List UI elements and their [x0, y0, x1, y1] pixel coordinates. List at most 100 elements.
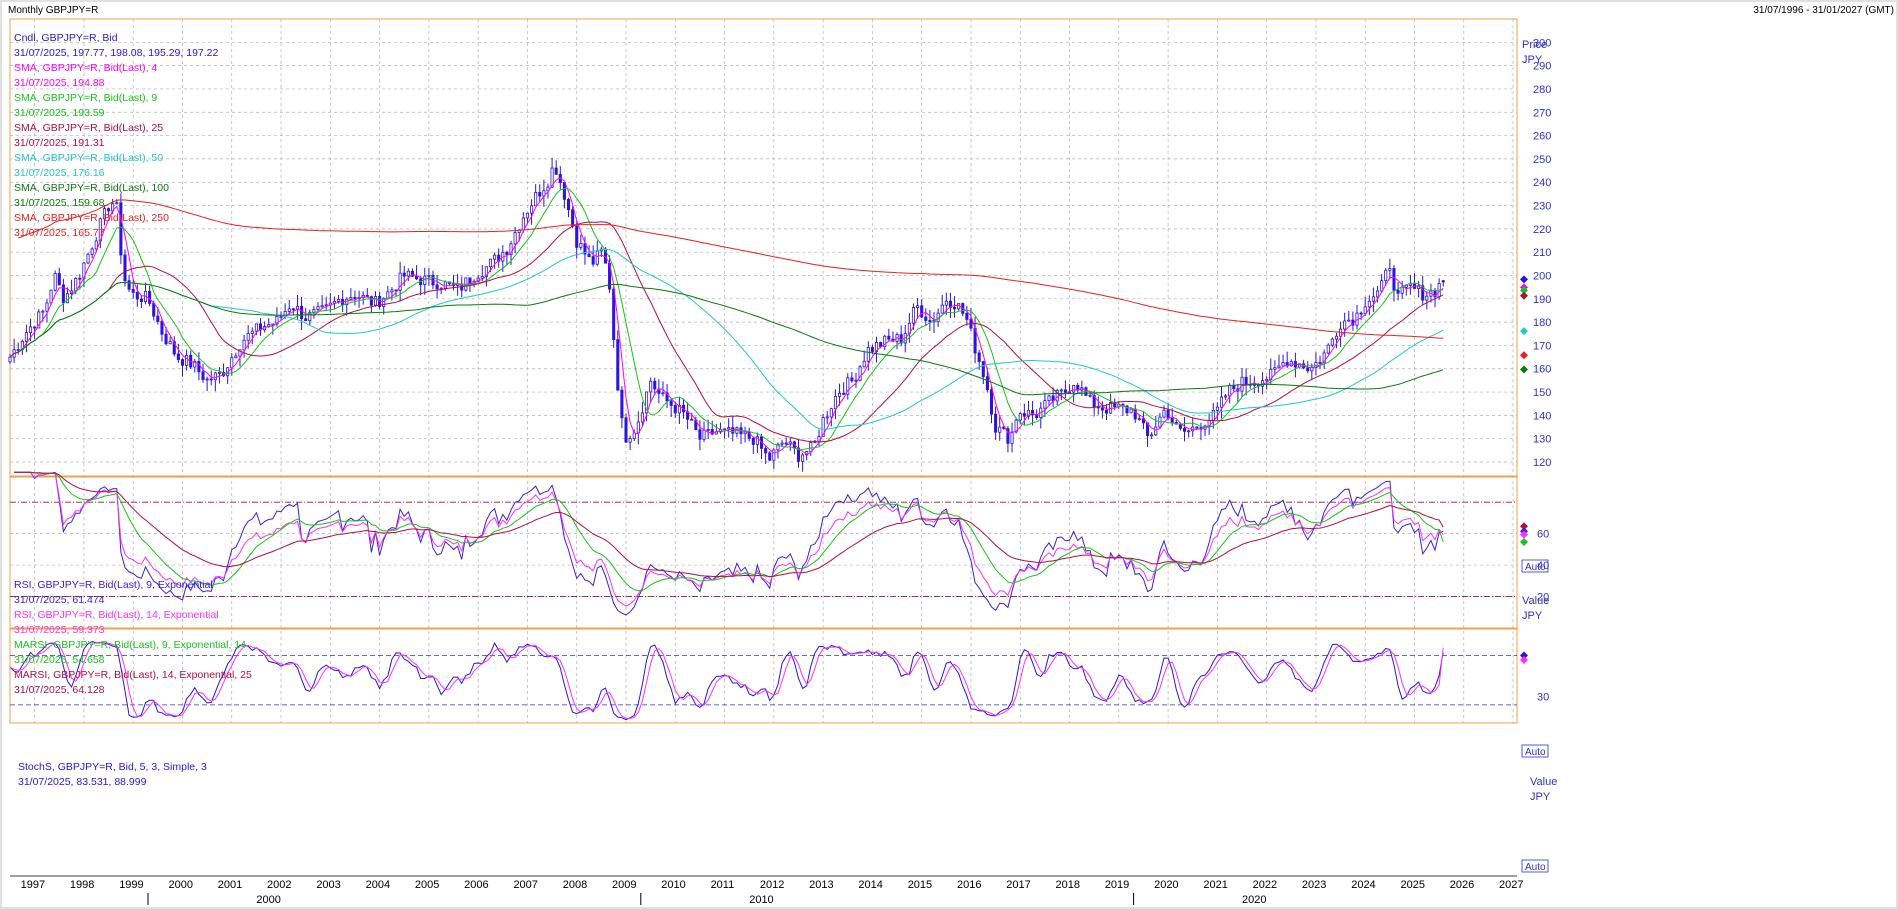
- last-value-marker: [1520, 538, 1528, 547]
- candle-body: [427, 274, 431, 277]
- candle-body: [234, 355, 238, 359]
- candle-body: [373, 296, 378, 306]
- rsi-legend-label: MARSI, GBPJPY=R, Bid(Last), 14, Exponent…: [14, 669, 252, 681]
- rsi-auto-button[interactable]: Auto: [1521, 744, 1549, 758]
- price-axis-unit: JPY: [1522, 54, 1543, 66]
- candle-body: [624, 417, 628, 443]
- sma-100-line: [17, 282, 1444, 396]
- price-tick-label: 250: [1533, 154, 1551, 166]
- candle-body: [415, 275, 419, 280]
- candle-body: [751, 437, 755, 445]
- candle-body: [1224, 395, 1228, 398]
- year-tick-label: 2023: [1302, 879, 1326, 891]
- candle-body: [1219, 396, 1224, 408]
- candle-body: [443, 281, 447, 289]
- candle-body: [1141, 418, 1145, 424]
- candle-body: [176, 353, 180, 360]
- year-tick-label: 2003: [316, 879, 340, 891]
- candle-body: [493, 254, 497, 260]
- candle-body: [1068, 391, 1072, 394]
- candle-body: [1125, 405, 1129, 414]
- candle-body: [1392, 268, 1396, 291]
- candle-body: [530, 205, 534, 214]
- candle-body: [1306, 367, 1310, 372]
- year-tick-label: 2020: [1154, 879, 1178, 891]
- rsi-legend-label: RSI, GBPJPY=R, Bid(Last), 9, Exponential: [14, 579, 213, 591]
- candle-body: [534, 191, 538, 207]
- candle-body: [1330, 338, 1334, 346]
- candle-body: [1104, 409, 1109, 414]
- candle-body: [825, 416, 829, 419]
- candle-body: [645, 391, 649, 414]
- year-tick-label: 2013: [809, 879, 833, 891]
- candle-body: [998, 426, 1002, 433]
- candle-body: [566, 198, 571, 211]
- legend-layer: Cndl, GBPJPY=R, Bid 31/07/2025, 197.77, 1…: [14, 32, 252, 788]
- candle-body: [275, 315, 279, 325]
- candle-body: [1215, 406, 1219, 411]
- candle-body: [139, 298, 143, 303]
- stoch-auto-button[interactable]: Auto: [1521, 859, 1549, 873]
- candle-body: [989, 389, 994, 415]
- price-legend-value: 31/07/2025, 159.68: [14, 197, 105, 209]
- candle-body: [620, 389, 624, 419]
- candle-body: [833, 395, 837, 410]
- year-tick-label: 1997: [21, 879, 45, 891]
- year-tick-label: 2015: [908, 879, 932, 891]
- candle-body: [369, 296, 373, 306]
- price-legend-label: SMA, GBPJPY=R, Bid(Last), 25: [14, 122, 163, 134]
- candle-body: [796, 447, 801, 462]
- auto-button-label: Auto: [1525, 862, 1546, 873]
- price-auto-button[interactable]: Auto: [1521, 559, 1549, 573]
- candle-body: [554, 167, 558, 175]
- candle-body: [304, 318, 308, 322]
- rsi-9-line: [14, 471, 1444, 616]
- candle-body: [632, 432, 636, 439]
- year-tick-label: 2014: [858, 879, 882, 891]
- price-tick-label: 150: [1533, 387, 1551, 399]
- year-tick-label: 2000: [168, 879, 192, 891]
- rsi-legend-value: 31/07/2025, 64.128: [14, 684, 105, 696]
- candle-body: [300, 305, 304, 320]
- decade-tick-label: 2010: [749, 894, 773, 906]
- candle-body: [747, 431, 751, 439]
- candle-body: [1092, 394, 1096, 408]
- candle-body: [94, 240, 98, 250]
- axis-labels: 1997 1998 1999 2000 2001 2002 2003 2004 2005 2006…: [10, 37, 1557, 906]
- candle-body: [332, 300, 336, 304]
- candle-body: [1022, 413, 1026, 417]
- candle-body: [115, 202, 119, 205]
- candle-body: [838, 392, 842, 397]
- candle-body: [1170, 417, 1174, 423]
- candle-body: [65, 293, 70, 304]
- candle-body: [710, 429, 714, 435]
- candle-body: [168, 341, 172, 345]
- candle-body: [616, 339, 620, 391]
- candle-body: [1376, 290, 1380, 298]
- candle-body: [562, 182, 566, 200]
- candle-body: [107, 208, 111, 212]
- year-tick-label: 2027: [1499, 879, 1523, 891]
- candle-body: [1380, 280, 1384, 292]
- candle-body: [1162, 409, 1166, 418]
- candle-body: [883, 335, 887, 347]
- rsi-tick-label: 20: [1537, 592, 1549, 604]
- stoch-tick-label: 30: [1537, 692, 1549, 704]
- candle-body: [1232, 385, 1236, 390]
- candle-body: [345, 298, 349, 306]
- candle-body: [677, 404, 681, 414]
- year-tick-label: 2001: [218, 879, 242, 891]
- candle-body: [755, 436, 759, 445]
- candle-body: [829, 408, 833, 418]
- candle-body: [148, 290, 152, 304]
- candle-body: [538, 191, 542, 197]
- candle-body: [780, 442, 784, 445]
- candle-body: [1010, 431, 1014, 444]
- candle-body: [398, 272, 402, 291]
- last-value-marker: [1520, 365, 1528, 374]
- rsi-tick-label: 60: [1537, 529, 1549, 541]
- candle-body: [308, 311, 312, 322]
- candle-body: [1150, 434, 1154, 437]
- price-legend-value: 31/07/2025, 176.16: [14, 167, 105, 179]
